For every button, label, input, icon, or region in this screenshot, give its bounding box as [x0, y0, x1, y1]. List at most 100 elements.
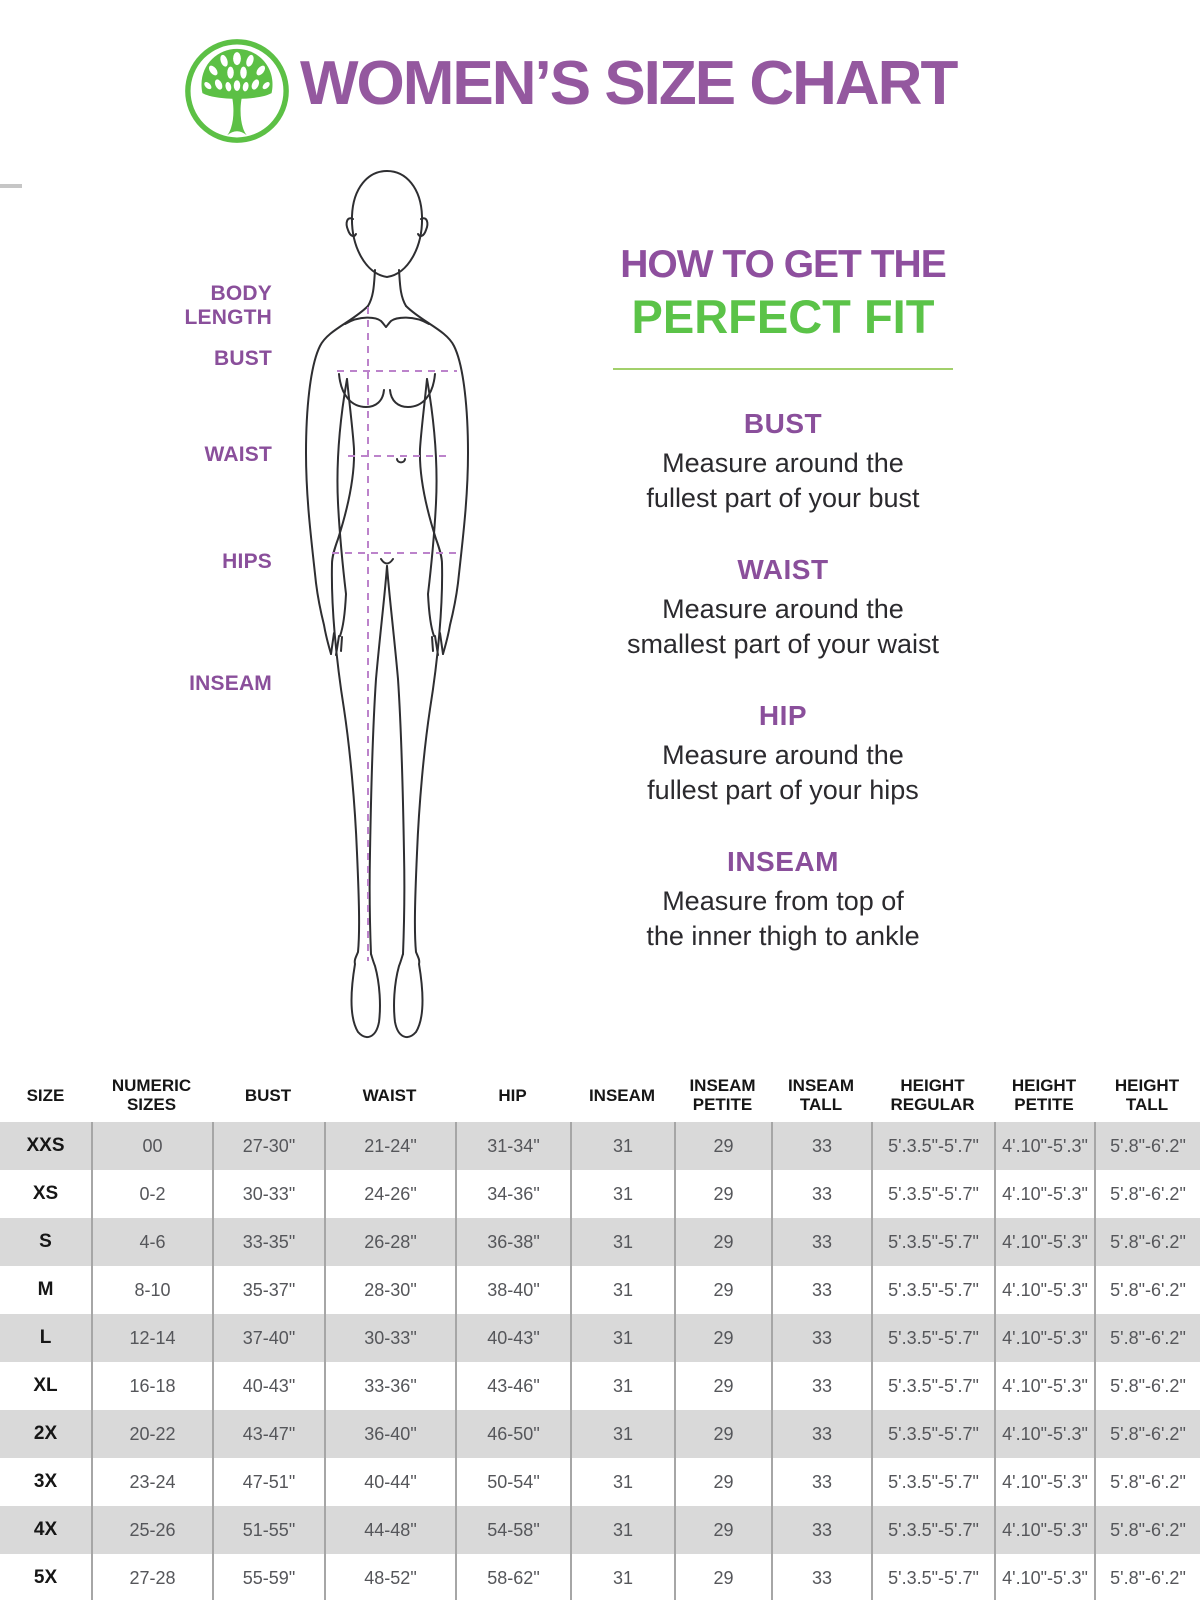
size-table-header: SIZE NUMERIC SIZES BUST WAIST HIP INSEAM INSEA…	[0, 1068, 1200, 1122]
size-table-cell: 5'.8"-6'.2"	[1094, 1554, 1200, 1600]
size-table-cell: 31	[570, 1170, 674, 1218]
size-table-cell: 31	[570, 1362, 674, 1410]
size-table-cell: 4'.10"-5'.3"	[994, 1122, 1094, 1170]
figure-label-waist: WAIST	[204, 443, 272, 466]
size-table-cell: 33	[771, 1554, 871, 1600]
size-table-cell: 35-37"	[212, 1266, 324, 1314]
size-table-cell: 33	[771, 1266, 871, 1314]
size-table-cell: 29	[674, 1506, 771, 1554]
size-table-cell: 43-47"	[212, 1410, 324, 1458]
size-table-cell: 33	[771, 1410, 871, 1458]
size-table: SIZE NUMERIC SIZES BUST WAIST HIP INSEAM INSEA…	[0, 1068, 1200, 1600]
size-table-cell: 30-33"	[324, 1314, 455, 1362]
size-table-cell: 29	[674, 1410, 771, 1458]
size-table-cell: 29	[674, 1314, 771, 1362]
guide-heading-line1: HOW TO GET THE	[620, 243, 946, 286]
size-table-cell: 40-43"	[455, 1314, 570, 1362]
column-header: HEIGHT PETITE	[1011, 1076, 1077, 1114]
size-table-cell: 33-36"	[324, 1362, 455, 1410]
size-table-cell: 5'.3.5"-5'.7"	[871, 1506, 994, 1554]
section-text-line: smallest part of your waist	[626, 629, 940, 659]
size-table-cell: 29	[674, 1122, 771, 1170]
size-label-cell: M	[37, 1279, 54, 1300]
size-table-cell: 5'.8"-6'.2"	[1094, 1314, 1200, 1362]
table-row: XS 0-2 30-33" 24-26" 34-36" 31 29 33 5'.3.5"-5'.…	[0, 1170, 1200, 1218]
size-table-cell: 12-14	[91, 1314, 212, 1362]
size-table-cell: 33	[771, 1362, 871, 1410]
column-header: SIZE	[26, 1085, 65, 1105]
size-table-cell: 50-54"	[455, 1458, 570, 1506]
size-table-cell: 55-59"	[212, 1554, 324, 1600]
size-label-cell: 4X	[33, 1519, 58, 1540]
size-table-cell: 33	[771, 1218, 871, 1266]
size-table-cell: 30-33"	[212, 1170, 324, 1218]
size-table-cell: 31	[570, 1314, 674, 1362]
size-table-cell: 33	[771, 1314, 871, 1362]
size-table-cell: 0-2	[91, 1170, 212, 1218]
size-table-cell: 4'.10"-5'.3"	[994, 1506, 1094, 1554]
size-table-cell: 8-10	[91, 1266, 212, 1314]
size-table-cell: 25-26	[91, 1506, 212, 1554]
size-table-cell: 58-62"	[455, 1554, 570, 1600]
size-table-cell: 4'.10"-5'.3"	[994, 1554, 1094, 1600]
size-label-cell: XL	[33, 1375, 58, 1396]
size-table-cell: 31	[570, 1458, 674, 1506]
size-table-cell: 4'.10"-5'.3"	[994, 1362, 1094, 1410]
size-label-cell: XS	[32, 1183, 59, 1204]
size-table-cell: 29	[674, 1554, 771, 1600]
size-table-cell: 40-44"	[324, 1458, 455, 1506]
table-row: M 8-10 35-37" 28-30" 38-40" 31 29 33 5'.3.5"-5'.…	[0, 1266, 1200, 1314]
guide-section-hip: HIP Measure around the fullest part of y…	[588, 700, 978, 808]
size-table-cell: 31	[570, 1122, 674, 1170]
column-header: INSEAM	[588, 1085, 656, 1105]
size-table-cell: 16-18	[91, 1362, 212, 1410]
figure-label-bust: BUST	[214, 347, 272, 370]
table-row: XXS 00 27-30" 21-24" 31-34" 31 29 33 5'.3.5"-5'.…	[0, 1122, 1200, 1170]
size-table-cell: 5'.8"-6'.2"	[1094, 1458, 1200, 1506]
body-measurement-figure	[305, 170, 469, 1038]
edge-divider	[0, 184, 22, 188]
size-table-cell: 51-55"	[212, 1506, 324, 1554]
size-table-cell: 29	[674, 1266, 771, 1314]
size-table-cell: 5'.8"-6'.2"	[1094, 1362, 1200, 1410]
section-text-line: Measure around the	[662, 448, 904, 478]
size-table-cell: 40-43"	[212, 1362, 324, 1410]
table-row: XL 16-18 40-43" 33-36" 43-46" 31 29 33 5'.3.5"-5…	[0, 1362, 1200, 1410]
size-table-cell: 33	[771, 1122, 871, 1170]
size-table-cell: 4'.10"-5'.3"	[994, 1410, 1094, 1458]
size-table-cell: 33	[771, 1170, 871, 1218]
size-table-cell: 44-48"	[324, 1506, 455, 1554]
figure-label-body-length: BODY LENGTH	[184, 282, 272, 329]
column-header: BUST	[244, 1085, 292, 1105]
column-header: HEIGHT TALL	[1114, 1076, 1180, 1114]
size-table-cell: 38-40"	[455, 1266, 570, 1314]
section-text: Measure around the fullest part of your …	[588, 738, 978, 808]
table-row: 3X 23-24 47-51" 40-44" 50-54" 31 29 33 5'.3.5"-5…	[0, 1458, 1200, 1506]
size-table-cell: 33	[771, 1458, 871, 1506]
section-text-line: fullest part of your hips	[647, 775, 919, 805]
size-table-cell: 4'.10"-5'.3"	[994, 1218, 1094, 1266]
size-table-cell: 27-28	[91, 1554, 212, 1600]
table-row: S 4-6 33-35" 26-28" 36-38" 31 29 33 5'.3.5"-5'.7…	[0, 1218, 1200, 1266]
size-table-cell: 5'.8"-6'.2"	[1094, 1506, 1200, 1554]
size-label-cell: S	[39, 1231, 52, 1252]
size-table-cell: 43-46"	[455, 1362, 570, 1410]
column-header: NUMERIC SIZES	[111, 1076, 192, 1114]
section-text: Measure from top of the inner thigh to a…	[588, 884, 978, 954]
size-table-cell: 24-26"	[324, 1170, 455, 1218]
figure-label-hips: HIPS	[222, 550, 272, 573]
size-table-cell: 26-28"	[324, 1218, 455, 1266]
fit-guide: HOW TO GET THE PERFECT FIT BUST Measure …	[588, 243, 978, 954]
size-table-cell: 31	[570, 1554, 674, 1600]
size-table-cell: 54-58"	[455, 1506, 570, 1554]
size-table-cell: 23-24	[91, 1458, 212, 1506]
figure-label-inseam: INSEAM	[189, 672, 272, 695]
size-table-cell: 5'.3.5"-5'.7"	[871, 1314, 994, 1362]
size-table-cell: 00	[91, 1122, 212, 1170]
size-table-cell: 4'.10"-5'.3"	[994, 1266, 1094, 1314]
column-header: INSEAM PETITE	[689, 1076, 756, 1114]
size-table-cell: 36-40"	[324, 1410, 455, 1458]
section-text-line: Measure around the	[662, 594, 904, 624]
size-table-cell: 28-30"	[324, 1266, 455, 1314]
